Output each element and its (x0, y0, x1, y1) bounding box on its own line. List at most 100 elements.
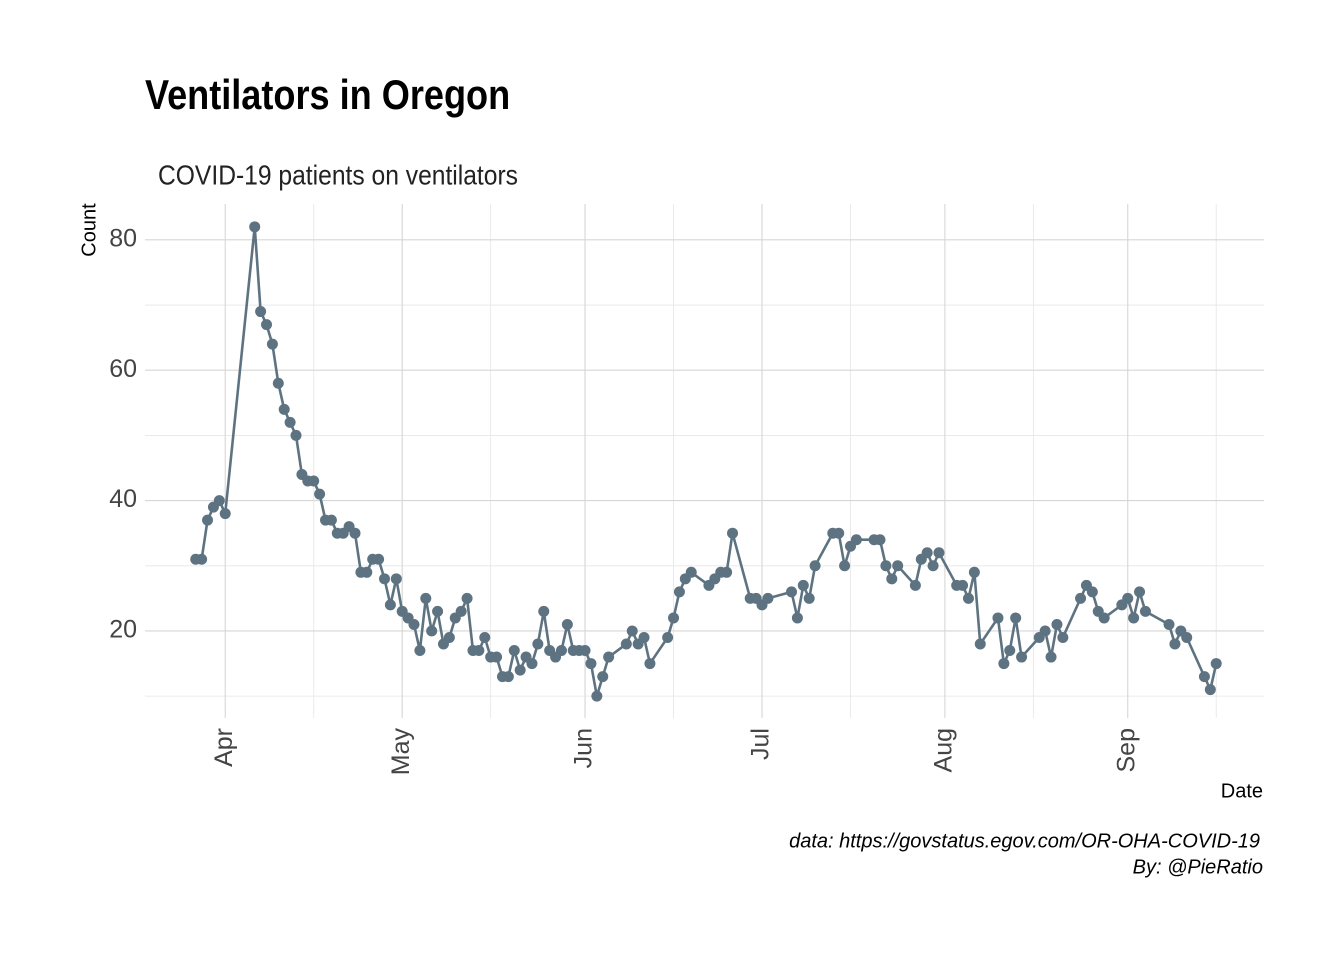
caption: data: https://govstatus.egov.com/OR-OHA-… (789, 830, 1260, 852)
data-point (597, 671, 609, 683)
caption: By: @PieRatio (1133, 856, 1263, 878)
data-point (833, 527, 845, 539)
data-point (957, 579, 969, 591)
data-point (532, 638, 544, 650)
data-line (195, 226, 1218, 697)
data-point (762, 592, 774, 604)
data-point (1210, 658, 1222, 670)
data-point (579, 645, 591, 657)
data-point (278, 403, 290, 415)
data-point (892, 560, 904, 572)
data-point (261, 319, 273, 331)
data-point (1004, 645, 1016, 657)
data-point (626, 625, 638, 637)
x-tick-label: May (387, 728, 415, 776)
data-point (502, 671, 514, 683)
data-point (809, 560, 821, 572)
data-point (992, 612, 1004, 624)
data-point (443, 631, 455, 643)
data-point (974, 638, 986, 650)
data-point (1204, 684, 1216, 696)
data-point (880, 560, 892, 572)
data-point (1010, 612, 1022, 624)
data-point (1075, 592, 1087, 604)
data-point (1181, 631, 1193, 643)
x-axis-label: Date (1221, 780, 1263, 802)
data-point (384, 599, 396, 611)
y-axis-label: Count (78, 203, 100, 257)
data-point (662, 631, 674, 643)
data-point (839, 560, 851, 572)
data-point (998, 658, 1010, 670)
data-point (473, 645, 485, 657)
data-point (909, 579, 921, 591)
data-point (272, 377, 284, 389)
data-point (1139, 605, 1151, 617)
data-point (874, 534, 886, 546)
data-point (1134, 586, 1146, 598)
data-point (791, 612, 803, 624)
x-tick-label: Apr (210, 728, 238, 767)
data-point (325, 514, 337, 526)
y-tick-label: 60 (109, 355, 137, 383)
data-point (196, 553, 208, 565)
data-point (850, 534, 862, 546)
data-point (526, 658, 538, 670)
data-point (803, 592, 815, 604)
data-point (373, 553, 385, 565)
data-point (927, 560, 939, 572)
data-point (266, 338, 278, 350)
data-point (455, 605, 467, 617)
data-point (408, 618, 420, 630)
x-tick-label: Sep (1112, 728, 1140, 772)
data-point (585, 658, 597, 670)
data-point (1086, 586, 1098, 598)
data-point (514, 664, 526, 676)
data-point (1128, 612, 1140, 624)
data-point (479, 631, 491, 643)
data-point (668, 612, 680, 624)
data-point (538, 605, 550, 617)
data-point (1039, 625, 1051, 637)
data-point (219, 508, 231, 520)
y-tick-label: 80 (109, 224, 137, 252)
data-point (1051, 618, 1063, 630)
data-point (1016, 651, 1028, 663)
data-point (786, 586, 798, 598)
data-point (378, 573, 390, 585)
data-point (797, 579, 809, 591)
y-tick-label: 20 (109, 616, 137, 644)
data-point (603, 651, 615, 663)
data-point (685, 566, 697, 578)
data-point (1169, 638, 1181, 650)
data-point (644, 658, 656, 670)
data-point (620, 638, 632, 650)
data-point (721, 566, 733, 578)
data-point (420, 592, 432, 604)
data-point (308, 475, 320, 487)
data-point (255, 306, 267, 318)
data-point (284, 416, 296, 428)
data-point (202, 514, 214, 526)
data-point (1045, 651, 1057, 663)
data-point (673, 586, 685, 598)
data-point (1098, 612, 1110, 624)
data-point (921, 547, 933, 559)
data-point (968, 566, 980, 578)
data-point (962, 592, 974, 604)
data-point (1057, 631, 1069, 643)
data-point (1163, 618, 1175, 630)
data-point (414, 645, 426, 657)
data-point (1122, 592, 1134, 604)
chart-subtitle: COVID-19 patients on ventilators (158, 159, 518, 191)
data-point (886, 573, 898, 585)
data-point (349, 527, 361, 539)
data-point (432, 605, 444, 617)
data-point (727, 527, 739, 539)
data-point (361, 566, 373, 578)
chart-title: Ventilators in Oregon (145, 73, 510, 119)
data-point (213, 495, 225, 507)
x-tick-label: Jun (570, 728, 598, 768)
data-point (561, 618, 573, 630)
